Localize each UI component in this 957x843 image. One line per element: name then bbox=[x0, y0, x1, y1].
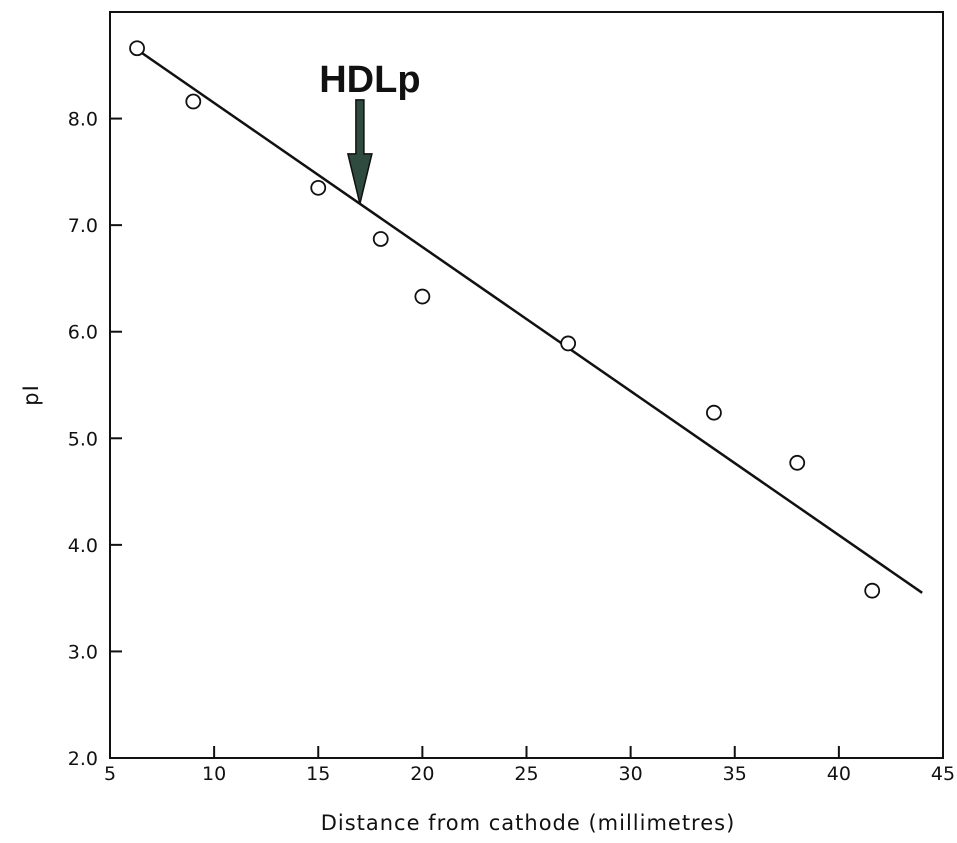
y-tick-label: 7.0 bbox=[68, 215, 98, 237]
plot-frame bbox=[109, 11, 944, 759]
data-point bbox=[560, 335, 577, 352]
data-point bbox=[372, 231, 389, 247]
x-tick-label: 45 bbox=[931, 763, 955, 785]
x-tick-label: 30 bbox=[619, 763, 643, 785]
y-tick-label: 4.0 bbox=[68, 535, 98, 557]
y-tick-label: 3.0 bbox=[68, 641, 98, 663]
hdlp-label: HDLp bbox=[319, 59, 420, 101]
data-point bbox=[185, 93, 202, 110]
x-tick-label: 5 bbox=[104, 763, 116, 785]
y-tick-label: 5.0 bbox=[68, 428, 98, 450]
hdlp-arrow bbox=[346, 99, 373, 205]
x-tick-label: 25 bbox=[514, 763, 538, 785]
x-tick-label: 15 bbox=[306, 763, 330, 785]
y-tick-label: 6.0 bbox=[68, 322, 98, 344]
x-tick-label: 20 bbox=[410, 763, 434, 785]
y-axis-label: pI bbox=[19, 384, 43, 406]
x-tick-label: 10 bbox=[202, 763, 226, 785]
data-point bbox=[789, 454, 806, 471]
y-tick-label: 2.0 bbox=[68, 748, 98, 770]
x-axis-label: Distance from cathode (millimetres) bbox=[321, 811, 736, 835]
data-point bbox=[414, 288, 431, 305]
data-point bbox=[129, 40, 145, 57]
x-tick-label: 40 bbox=[827, 763, 851, 785]
x-tick-label: 35 bbox=[723, 763, 747, 785]
data-point bbox=[864, 582, 881, 599]
data-point bbox=[310, 179, 327, 196]
regression-line bbox=[140, 51, 923, 594]
y-tick-label: 8.0 bbox=[68, 109, 98, 131]
data-point bbox=[706, 404, 722, 421]
